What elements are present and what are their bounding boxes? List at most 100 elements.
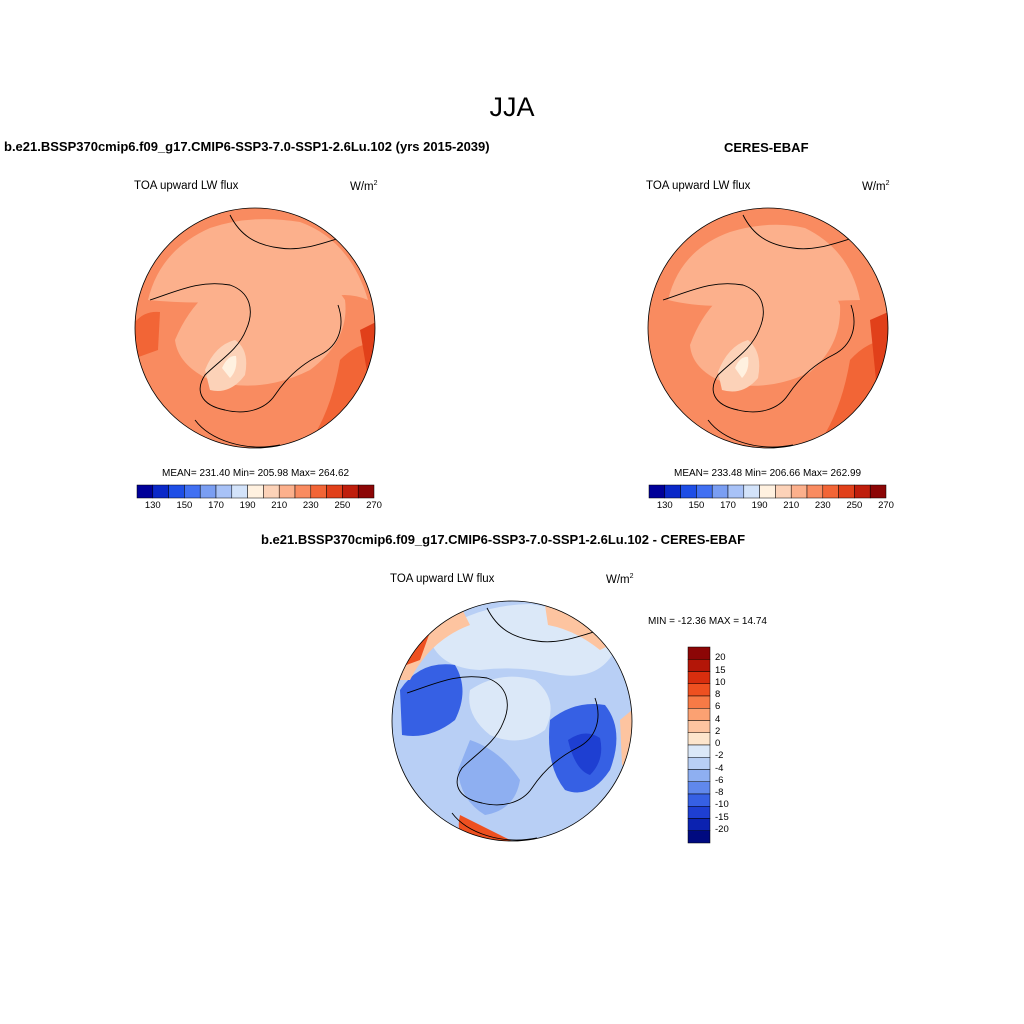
panel3-units: W/m2	[606, 573, 634, 586]
colorbar-tick-label: 0	[715, 738, 721, 749]
colorbar-swatch	[278, 484, 296, 499]
colorbar-tick-label: 250	[846, 500, 863, 511]
colorbar-swatch	[687, 732, 711, 746]
colorbar-swatch	[687, 646, 711, 660]
panel2-variable-label: TOA upward LW flux	[646, 180, 751, 192]
colorbar-swatch	[231, 484, 248, 499]
colorbar-swatch	[687, 708, 711, 721]
colorbar-tick-label: 20	[715, 652, 726, 664]
colorbar-swatch	[687, 659, 711, 672]
colorbar-swatch	[215, 484, 233, 499]
map-model	[135, 208, 375, 448]
colorbar-tick-label: -10	[715, 799, 729, 811]
colorbar-swatch	[687, 744, 711, 758]
colorbar-swatch	[247, 484, 264, 499]
map-model-border	[134, 207, 376, 449]
colorbar-diff	[687, 646, 711, 844]
colorbar-tick-label: 270	[878, 500, 894, 511]
map-model-coastlines	[149, 214, 351, 448]
panel1-title: b.e21.BSSP370cmip6.f09_g17.CMIP6-SSP3-7.…	[4, 139, 490, 154]
colorbar-swatch	[342, 484, 359, 499]
panel3-variable-label: TOA upward LW flux	[390, 573, 495, 585]
colorbar-swatch	[648, 484, 666, 499]
colorbar-swatch	[263, 484, 280, 499]
colorbar-swatch	[822, 484, 839, 499]
colorbar-swatch	[687, 695, 711, 709]
colorbar-swatch	[687, 720, 711, 733]
colorbar-swatch	[326, 484, 343, 499]
colorbar-tick-label: -15	[715, 811, 729, 823]
colorbar-swatch	[687, 757, 711, 770]
colorbar-swatch	[687, 683, 711, 697]
colorbar-tick-label: 130	[144, 500, 161, 511]
colorbar-panel2	[648, 484, 887, 499]
colorbar-swatch	[806, 484, 824, 499]
map-diff-mid-south	[458, 740, 520, 815]
colorbar-swatch	[687, 793, 711, 807]
colorbar-swatch	[838, 484, 855, 499]
colorbar-tick-label: -8	[715, 787, 724, 798]
colorbar-tick-label: 230	[814, 500, 831, 511]
map-ceres	[648, 208, 888, 448]
colorbar-swatch	[775, 484, 792, 499]
map-diff	[392, 601, 632, 841]
colorbar-swatch	[759, 484, 776, 499]
colorbar-swatch	[854, 484, 871, 499]
colorbar-tick-label: 190	[751, 500, 768, 511]
colorbar-swatch	[687, 830, 711, 844]
colorbar-tick-label: 270	[366, 500, 382, 511]
colorbar-swatch	[310, 484, 327, 499]
map-diff-neutral-center	[469, 676, 551, 741]
colorbar-swatch	[696, 484, 713, 499]
colorbar-swatch	[869, 484, 887, 499]
colorbar-tick-label: 15	[715, 664, 726, 676]
colorbar-swatch	[664, 484, 681, 499]
colorbar-tick-label: 190	[239, 500, 256, 511]
map-ceres-border	[647, 207, 889, 449]
panel1-stats: MEAN= 231.40 Min= 205.98 Max= 264.62	[162, 468, 350, 479]
panel2-stats: MEAN= 233.48 Min= 206.66 Max= 262.99	[674, 468, 862, 479]
map-model-west-warm	[135, 311, 160, 360]
colorbar-tick-label: 230	[302, 500, 319, 511]
map-diff-coastlines	[406, 607, 608, 841]
panel2-title: CERES-EBAF	[724, 140, 809, 155]
colorbar-swatch	[184, 484, 201, 499]
panel3-minmax: MIN = -12.36 MAX = 14.74	[648, 616, 767, 627]
colorbar-swatch	[790, 484, 808, 499]
colorbar-swatch	[168, 484, 185, 499]
colorbar-tick-label: -2	[715, 750, 724, 762]
colorbar-swatch	[727, 484, 745, 499]
map-model-hot-sector	[360, 320, 375, 390]
colorbar-tick-label: 4	[715, 713, 721, 725]
colorbar-tick-label: 130	[656, 500, 673, 511]
colorbar-swatch	[152, 484, 169, 499]
colorbar-tick-label: 210	[271, 500, 288, 511]
panel1-units: W/m2	[350, 180, 378, 193]
map-diff-deep-west	[400, 664, 463, 736]
colorbar-swatch	[687, 806, 711, 819]
colorbar-tick-label: 2	[715, 725, 721, 737]
colorbar-tick-label: 150	[176, 500, 193, 511]
colorbar-swatch	[680, 484, 697, 499]
colorbar-tick-label: 10	[715, 676, 726, 688]
colorbar-swatch	[687, 671, 711, 684]
colorbar-swatch	[687, 818, 711, 831]
colorbar-tick-label: 250	[334, 500, 351, 511]
colorbar-swatch	[294, 484, 312, 499]
colorbar-panel1	[136, 484, 375, 499]
colorbar-tick-label: -4	[715, 762, 724, 774]
panel2-units: W/m2	[862, 180, 890, 193]
colorbar-swatch	[136, 484, 154, 499]
colorbar-tick-label: 210	[783, 500, 800, 511]
colorbar-swatch	[687, 781, 711, 795]
map-ceres-coastlines	[662, 214, 864, 448]
map-diff-deeper-east	[568, 733, 602, 775]
panel3-title: b.e21.BSSP370cmip6.f09_g17.CMIP6-SSP3-7.…	[261, 532, 746, 547]
colorbar-tick-label: -20	[715, 823, 729, 835]
colorbar-swatch	[357, 484, 375, 499]
colorbar-tick-label: 8	[715, 689, 721, 700]
colorbar-swatch	[743, 484, 760, 499]
map-diff-border	[391, 600, 633, 842]
colorbar-tick-label: -6	[715, 774, 724, 786]
